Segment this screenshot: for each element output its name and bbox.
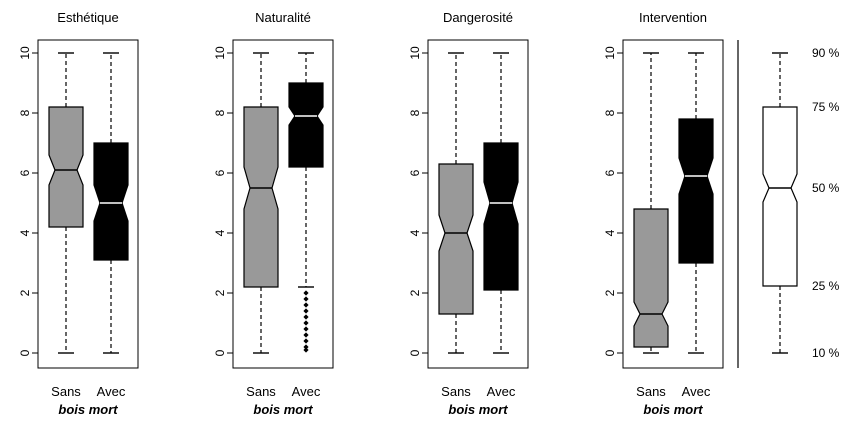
category-label: Sans (51, 384, 81, 399)
box-avec-outlier (303, 320, 309, 326)
panel-2: Naturalité 0 2 4 6 8 10 Sans Avec bois mort (213, 10, 334, 417)
legend-label: 50 % (812, 181, 840, 195)
y-tick-label: 10 (18, 46, 32, 60)
y-tick-label: 0 (18, 349, 32, 356)
group-sublabel: bois mort (643, 402, 703, 417)
box-avec-box (288, 82, 324, 168)
group-sublabel: bois mort (448, 402, 508, 417)
y-tick-label: 8 (408, 109, 422, 116)
category-label: Avec (487, 384, 516, 399)
y-tick-label: 10 (408, 46, 422, 60)
y-tick-label: 0 (603, 349, 617, 356)
y-tick-label: 0 (213, 349, 227, 356)
y-tick-label: 6 (408, 169, 422, 176)
y-tick-label: 8 (213, 109, 227, 116)
panel-title: Esthétique (57, 10, 118, 25)
box-sans-box (438, 163, 474, 315)
panel-frame (427, 39, 529, 369)
legend-label: 90 % (812, 46, 840, 60)
panel-frame (232, 39, 334, 369)
box-sans-box (243, 106, 279, 288)
group-sublabel: bois mort (58, 402, 118, 417)
y-tick-label: 8 (18, 109, 32, 116)
box-avec-box (93, 142, 129, 261)
legend-box (762, 106, 798, 287)
legend-label: 75 % (812, 100, 840, 114)
category-label: Sans (441, 384, 471, 399)
box-sans-box (633, 208, 669, 348)
y-tick-label: 6 (213, 169, 227, 176)
box-avec-outlier (303, 344, 309, 350)
legend-label: 10 % (812, 346, 840, 360)
box-avec-outlier (303, 296, 309, 302)
panel-3: Dangerosité 0 2 4 6 8 10 Sans Avec bois mort (408, 10, 529, 417)
y-tick-label: 4 (18, 229, 32, 236)
y-tick-label: 2 (18, 289, 32, 296)
panel-1: Esthétique 0 2 4 6 8 10 Sans Avec bois mort (18, 10, 139, 417)
category-label: Avec (682, 384, 711, 399)
category-label: Sans (636, 384, 666, 399)
y-tick-label: 2 (213, 289, 227, 296)
box-avec-outlier (303, 302, 309, 308)
legend-label: 25 % (812, 279, 840, 293)
category-label: Avec (97, 384, 126, 399)
box-avec-box (678, 118, 714, 264)
legend: 90 % 75 % 50 % 25 % 10 % (737, 40, 840, 368)
y-tick-label: 2 (408, 289, 422, 296)
y-tick-label: 2 (603, 289, 617, 296)
panel-4: Intervention 0 2 4 6 8 10 Sans Avec bois mort (603, 10, 724, 417)
category-label: Avec (292, 384, 321, 399)
y-tick-label: 0 (408, 349, 422, 356)
y-tick-label: 10 (213, 46, 227, 60)
y-tick-label: 4 (408, 229, 422, 236)
y-tick-label: 4 (603, 229, 617, 236)
y-tick-label: 6 (603, 169, 617, 176)
y-tick-label: 6 (18, 169, 32, 176)
y-tick-label: 4 (213, 229, 227, 236)
box-avec-outlier (303, 290, 309, 296)
box-avec-outlier (303, 338, 309, 344)
box-avec-outlier (303, 308, 309, 314)
category-label: Sans (246, 384, 276, 399)
panel-title: Dangerosité (443, 10, 513, 25)
box-avec-outlier (303, 314, 309, 320)
panel-frame (622, 39, 724, 369)
panel-title: Naturalité (255, 10, 311, 25)
y-tick-label: 10 (603, 46, 617, 60)
box-sans-box (48, 106, 84, 228)
box-avec-outlier (303, 326, 309, 332)
panel-title: Intervention (639, 10, 707, 25)
panel-frame (37, 39, 139, 369)
box-avec-outlier (303, 347, 309, 353)
box-avec-box (483, 142, 519, 291)
group-sublabel: bois mort (253, 402, 313, 417)
y-tick-label: 8 (603, 109, 617, 116)
box-avec-outlier (303, 332, 309, 338)
